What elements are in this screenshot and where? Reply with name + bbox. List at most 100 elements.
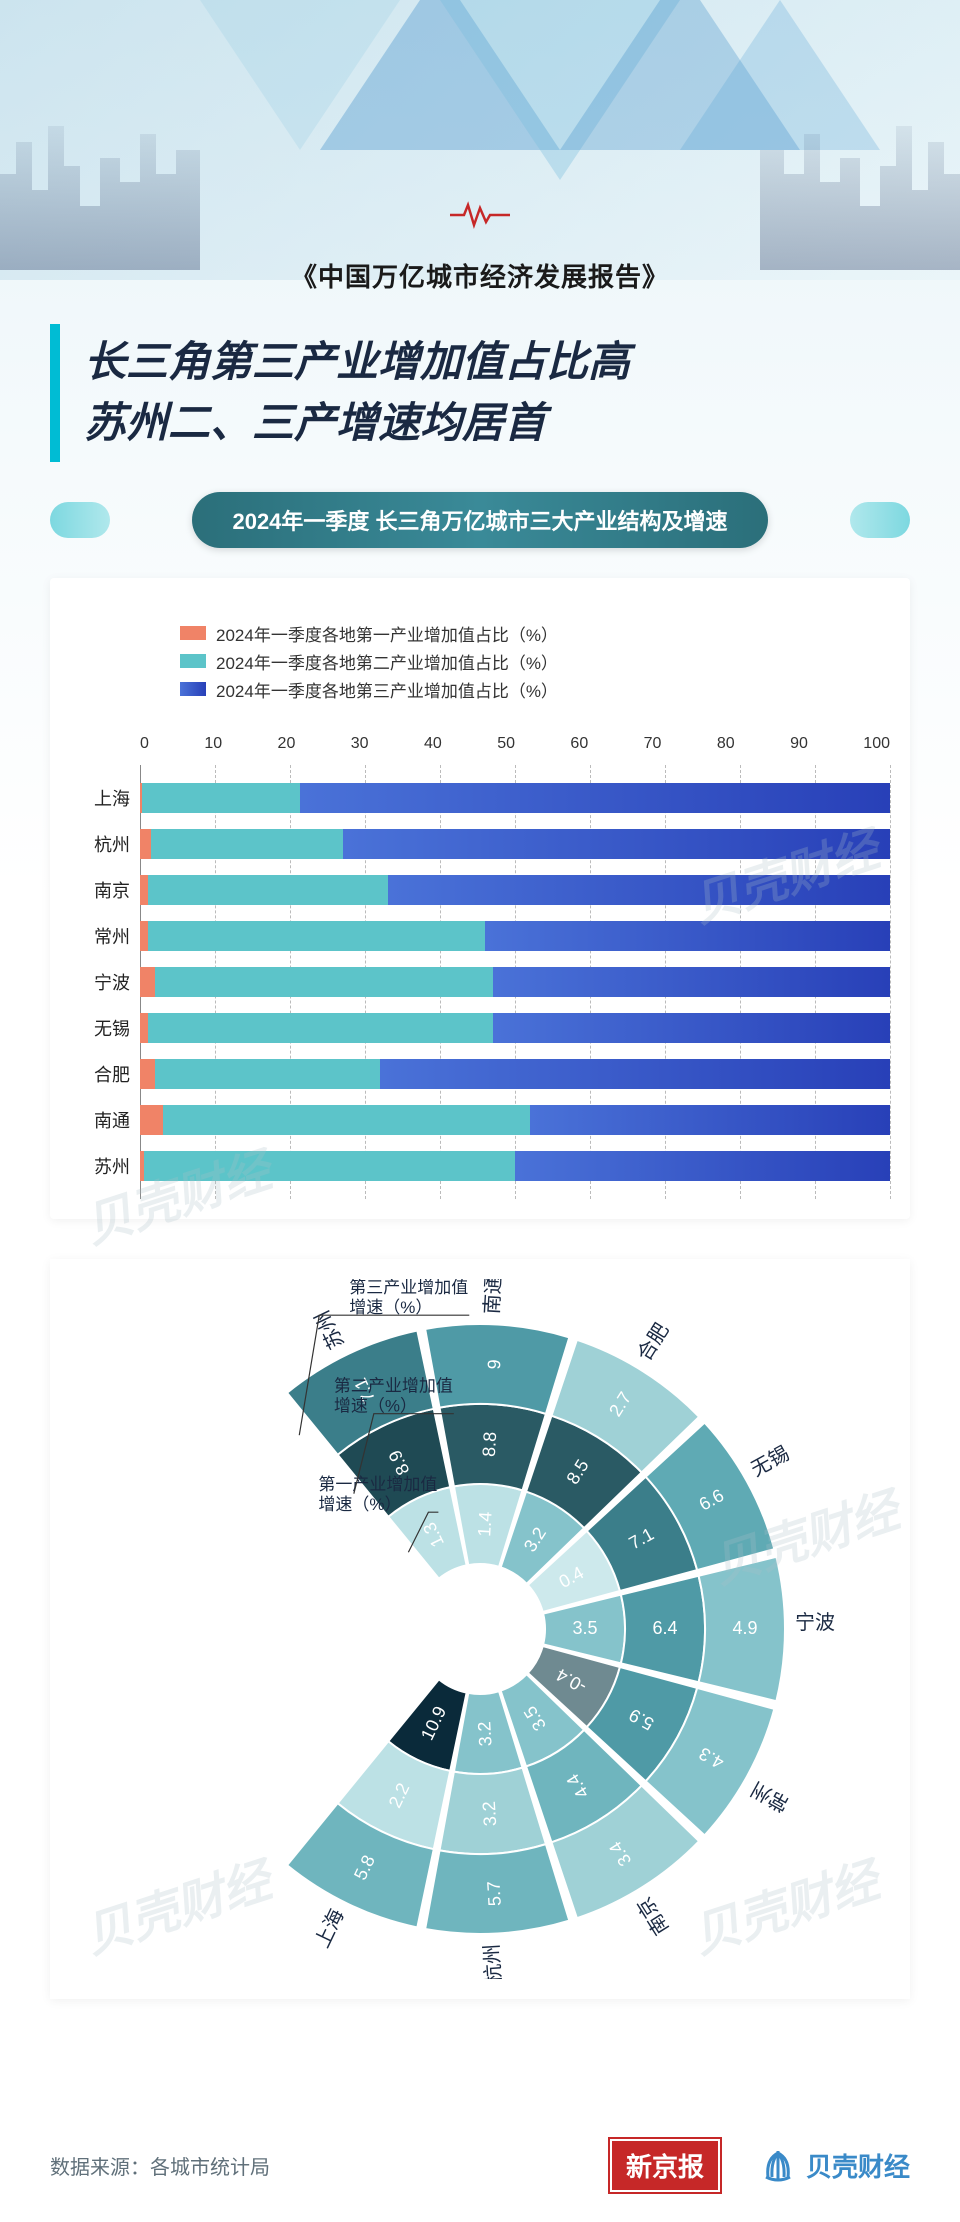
stacked-bar-card: 2024年一季度各地第一产业增加值占比（%） 2024年一季度各地第二产业增加值占… [50, 578, 910, 1219]
bar-row: 宁波 [140, 959, 890, 1005]
bar-segment [148, 921, 486, 951]
section-title-band: 2024年一季度 长三角万亿城市三大产业结构及增速 [50, 492, 910, 548]
radial-value: 9 [484, 1359, 505, 1370]
city-label: 苏州 [80, 1153, 130, 1179]
bar-segment [140, 829, 151, 859]
legend-label: 2024年一季度各地第一产业增加值占比（%） [216, 621, 558, 646]
legend-label: 2024年一季度各地第二产业增加值占比（%） [216, 649, 558, 674]
radial-city-label: 杭州 [480, 1943, 505, 1979]
section-title: 2024年一季度 长三角万亿城市三大产业结构及增速 [192, 492, 767, 548]
bar-segment [515, 1151, 890, 1181]
city-label: 无锡 [80, 1015, 130, 1041]
city-label: 宁波 [80, 969, 130, 995]
bar-segment [140, 967, 155, 997]
shell-icon [760, 2147, 796, 2183]
radial-value: 4.9 [732, 1618, 757, 1638]
ring-label: 第一产业增加值 [318, 1475, 437, 1494]
radial-value: 8.8 [479, 1431, 500, 1457]
city-label: 合肥 [80, 1061, 130, 1087]
heartbeat-icon [450, 200, 510, 237]
radial-value: 6.4 [652, 1618, 677, 1638]
bar-row: 南通 [140, 1097, 890, 1143]
x-tick: 60 [570, 735, 588, 765]
bar-segment [155, 1059, 380, 1089]
radial-value: 1.4 [474, 1511, 495, 1537]
x-tick: 0 [140, 735, 149, 765]
city-label: 杭州 [80, 831, 130, 857]
legend-swatch [180, 654, 206, 668]
city-label: 上海 [80, 785, 130, 811]
city-label: 南通 [80, 1107, 130, 1133]
radial-chart-card: 1.38.97.1苏州1.48.89南通3.28.52.7合肥0.47.16.6… [50, 1259, 910, 1999]
radial-city-label: 南京 [633, 1893, 674, 1939]
bar-segment [485, 921, 890, 951]
bar-segment [300, 783, 890, 813]
bar-segment [140, 921, 148, 951]
bar-segment [140, 1059, 155, 1089]
bar-row: 常州 [140, 913, 890, 959]
brand-red-badge: 新京报 [610, 2139, 720, 2192]
brand-shell: 贝壳财经 [760, 2147, 910, 2184]
bar-segment [142, 783, 299, 813]
x-tick: 10 [204, 735, 222, 765]
footer: 数据来源：各城市统计局 新京报 贝壳财经 [0, 2119, 960, 2222]
bar-row: 杭州 [140, 821, 890, 867]
ring-label: 增速（%） [334, 1396, 417, 1415]
bar-segment [388, 875, 891, 905]
headline-line-1: 长三角第三产业增加值占比高 [84, 332, 910, 393]
legend-swatch [180, 682, 206, 696]
ring-label: 第二产业增加值 [334, 1376, 453, 1395]
legend-swatch [180, 626, 206, 640]
radial-city-label: 宁波 [795, 1611, 835, 1634]
bar-segment [163, 1105, 531, 1135]
radial-value: 3.2 [474, 1721, 495, 1747]
city-label: 南京 [80, 877, 130, 903]
legend-label: 2024年一季度各地第三产业增加值占比（%） [216, 677, 558, 702]
x-tick: 100 [863, 735, 890, 765]
bar-segment [530, 1105, 890, 1135]
x-tick: 80 [717, 735, 735, 765]
bar-segment [493, 967, 891, 997]
radial-city-label: 常州 [747, 1777, 793, 1816]
city-label: 常州 [80, 923, 130, 949]
headline-line-2: 苏州二、三产增速均居首 [84, 393, 910, 454]
bar-segment [140, 1013, 148, 1043]
radial-city-label: 合肥 [633, 1319, 674, 1365]
bar-segment [144, 1151, 515, 1181]
bar-segment [151, 829, 342, 859]
x-tick: 40 [424, 735, 442, 765]
x-axis: 0 10 20 30 40 50 60 70 80 90 100 [140, 735, 890, 765]
bar-segment [148, 875, 388, 905]
bar-legend: 2024年一季度各地第一产业增加值占比（%） 2024年一季度各地第二产业增加值占… [160, 608, 578, 715]
x-tick: 20 [278, 735, 296, 765]
bar-segment [343, 829, 891, 859]
bar-segment [140, 1105, 163, 1135]
ring-label: 增速（%） [349, 1298, 432, 1317]
bar-row: 苏州 [140, 1143, 890, 1189]
bar-segment [155, 967, 493, 997]
bar-row: 上海 [140, 775, 890, 821]
radial-value: 5.7 [483, 1880, 504, 1906]
radial-city-label: 无锡 [747, 1442, 793, 1481]
bar-rows: 上海杭州南京常州宁波无锡合肥南通苏州 [140, 775, 890, 1189]
radial-city-label: 上海 [311, 1905, 349, 1951]
x-tick: 30 [351, 735, 369, 765]
radial-chart-svg: 1.38.97.1苏州1.48.89南通3.28.52.7合肥0.47.16.6… [70, 1279, 890, 1979]
ring-label: 第三产业增加值 [349, 1279, 468, 1297]
report-title: 《中国万亿城市经济发展报告》 [291, 262, 669, 292]
radial-city-label: 南通 [480, 1279, 505, 1315]
report-title-row: 《中国万亿城市经济发展报告》 [50, 220, 910, 294]
brand-shell-label: 贝壳财经 [806, 2147, 910, 2184]
x-tick: 50 [497, 735, 515, 765]
ring-label: 增速（%） [318, 1495, 401, 1514]
bar-row: 合肥 [140, 1051, 890, 1097]
bar-segment [380, 1059, 890, 1089]
x-tick: 70 [644, 735, 662, 765]
radial-value: 3.2 [479, 1800, 500, 1826]
bar-segment [493, 1013, 891, 1043]
source-label: 数据来源：各城市统计局 [50, 2151, 270, 2180]
bar-row: 南京 [140, 867, 890, 913]
x-tick: 90 [790, 735, 808, 765]
bar-segment [148, 1013, 493, 1043]
bar-row: 无锡 [140, 1005, 890, 1051]
